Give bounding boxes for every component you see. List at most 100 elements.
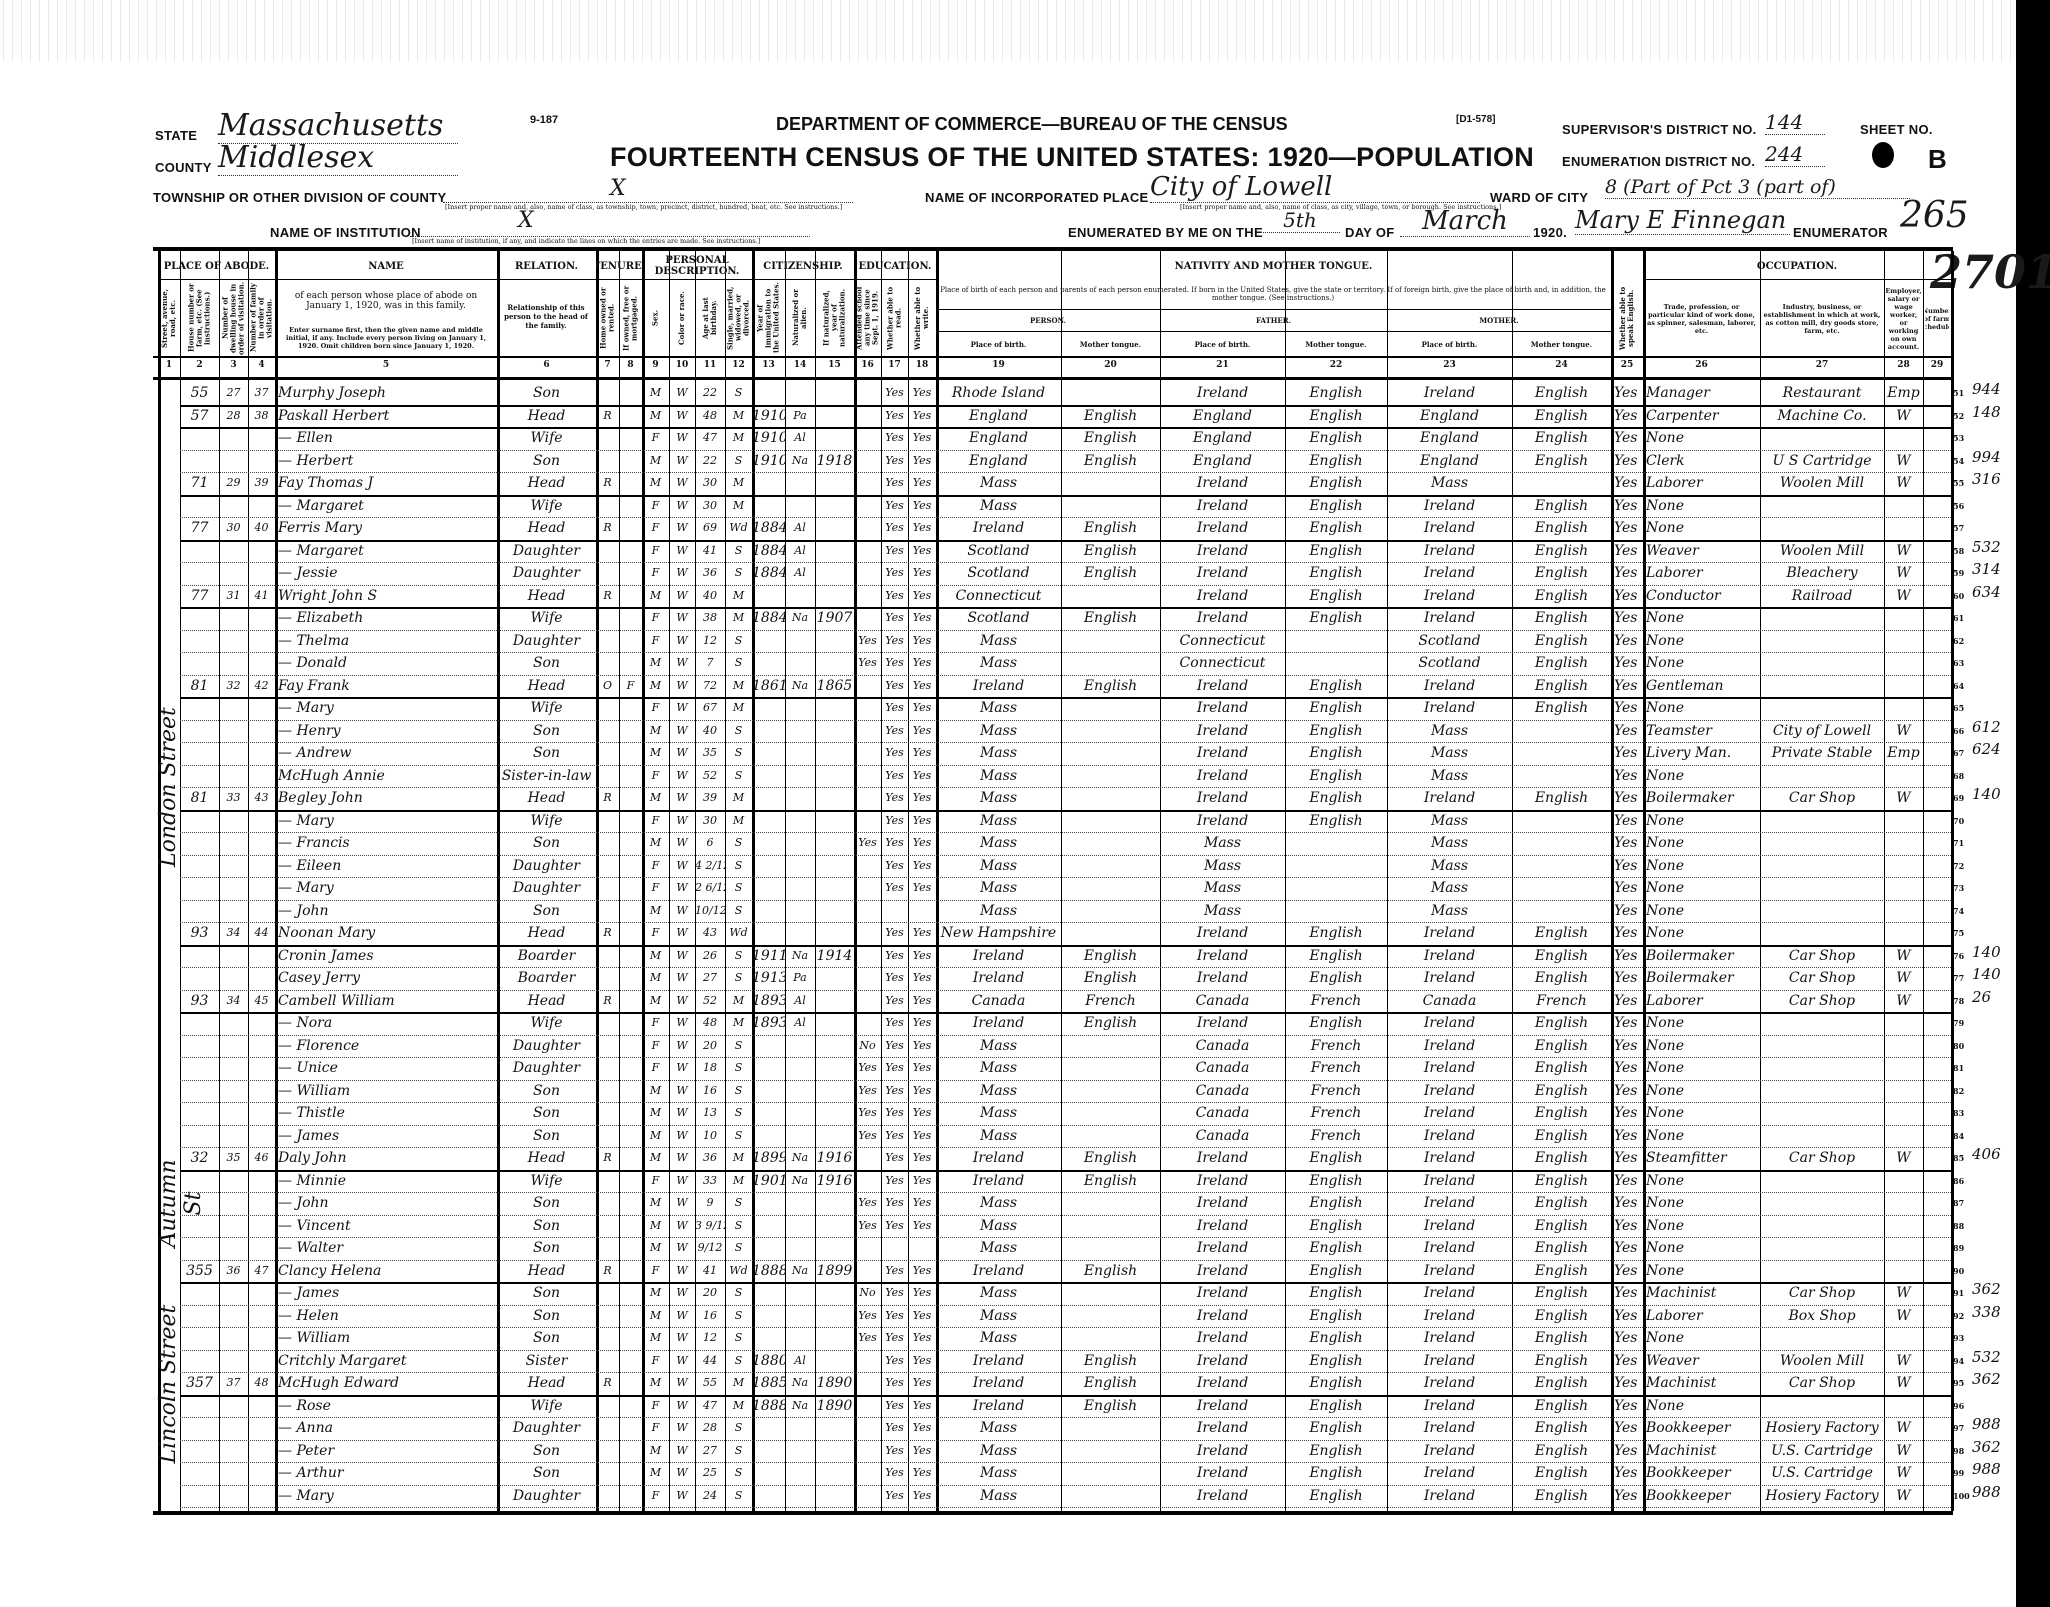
row-83-col-22: French [1310,1105,1362,1121]
census-title: FOURTEENTH CENSUS OF THE UNITED STATES: … [610,142,1535,172]
row-90-col-12: Wd [729,1263,748,1277]
row-72-col-22 [1285,855,1387,878]
row-88-col-5: — Vincent [278,1217,351,1234]
row-80-col-21: Canada [1195,1037,1250,1054]
row-rule [180,562,1951,563]
column-rule [1611,251,1614,1511]
row-93-col-6: Son [532,1330,561,1346]
line-number: 57 [1953,523,1965,533]
row-72-col-12: S [734,858,743,872]
row-82-col-8 [619,1080,642,1103]
row-87-col-14 [785,1192,815,1215]
row-59-col-13: 1884 [752,565,785,581]
nativity-description: Place of birth of each person and parent… [940,286,1606,302]
row-99-col-2 [180,1462,219,1485]
line-number: 74 [1953,905,1965,916]
row-95-col-5: McHugh Edward [278,1375,399,1391]
row-67-col-22: English [1309,745,1363,761]
row-rule [180,1079,1951,1081]
row-63-col-9: M [649,656,662,669]
row-56-col-6: Wife [530,497,563,514]
row-95-col-19: Ireland [972,1375,1025,1391]
row-69-col-18: Yes [912,791,932,804]
row-84-col-2 [180,1125,219,1148]
row-58-col-3 [219,540,248,563]
row-74-col-7 [596,900,619,923]
row-71-col-18: Yes [912,836,932,849]
row-78-col-12: M [732,993,745,1007]
row-81-col-4 [248,1057,275,1080]
row-54-col-15: 1918 [816,452,853,469]
row-99-col-29 [1923,1462,1951,1485]
row-56-col-15 [815,495,854,518]
row-66-col-28: W [1896,722,1911,739]
row-60-col-25: Yes [1614,587,1638,604]
row-rule [180,1192,1951,1193]
row-83-col-26: None [1646,1105,1684,1121]
row-83-col-27 [1760,1102,1884,1125]
row-73-col-17: Yes [885,881,904,894]
row-56-col-28 [1884,495,1923,518]
row-80-col-4 [248,1035,275,1058]
row-78-col-25: Yes [1614,992,1638,1009]
column-label: Trade, profession, or particular kind of… [1647,303,1756,335]
row-99-col-6: Son [532,1465,561,1481]
row-55-col-14 [785,472,815,495]
row-82-col-28 [1884,1080,1923,1103]
row-93-col-11: 12 [703,1331,717,1344]
street-name: Autumn St [156,1159,206,1248]
row-68-col-14 [785,765,815,788]
row-57-col-7: R [603,521,612,534]
row-60-col-23: Ireland [1423,587,1476,604]
row-82-col-5: — William [278,1082,351,1099]
row-71-col-2 [180,832,219,855]
row-61-col-17: Yes [885,611,904,624]
row-73-col-6: Daughter [512,880,581,896]
row-67-col-11: 35 [703,746,717,759]
row-63-col-24: English [1534,655,1589,671]
row-55-col-12: M [732,476,745,489]
row-81-col-9: F [651,1061,660,1074]
row-58-col-20: English [1083,542,1138,559]
row-rule [180,922,1951,923]
row-73-col-4 [248,877,275,900]
row-51-col-28: Emp [1887,385,1920,401]
row-67-col-3 [219,742,248,765]
row-74-col-12: S [734,903,743,917]
row-68-col-19: Mass [979,767,1018,784]
row-53-col-23: England [1419,430,1479,446]
column-rule [158,251,161,1511]
row-78-col-18: Yes [912,993,932,1007]
row-69-col-8 [619,787,642,810]
row-80-col-14 [785,1035,815,1058]
row-74-col-17 [881,900,908,923]
row-64-col-5: Fay Frank [278,677,350,694]
row-97-col-8 [619,1417,642,1440]
row-81-col-15 [815,1057,854,1080]
row-60-col-21: Ireland [1196,587,1249,604]
row-53-col-24: English [1534,430,1589,446]
row-71-col-7 [596,832,619,855]
row-62-col-6: Daughter [512,632,581,649]
row-88-col-12: S [734,1218,743,1232]
row-92-col-23: Ireland [1423,1307,1476,1324]
row-89-col-5: — Walter [278,1240,344,1256]
row-63-col-2 [180,652,219,675]
row-56-col-4 [248,495,275,518]
row-rule [180,1372,1951,1373]
row-93-col-12: S [734,1331,743,1344]
row-94-col-12: S [734,1353,743,1367]
row-79-col-3 [219,1012,248,1035]
row-79-col-16 [854,1012,881,1035]
nativity-mother-header: MOTHER. [1479,315,1519,325]
row-96-col-4 [248,1395,275,1418]
row-53-col-7 [596,427,619,450]
supervisor-label: SUPERVISOR'S DISTRICT NO. [1562,122,1757,137]
row-98-col-7 [596,1440,619,1463]
row-54-col-28: W [1896,452,1911,469]
column-label: Place of birth. [1421,339,1478,349]
row-70-col-19: Mass [979,812,1018,829]
row-73-col-3 [219,877,248,900]
line-number: 78 [1953,995,1965,1006]
row-72-col-28 [1884,855,1923,878]
